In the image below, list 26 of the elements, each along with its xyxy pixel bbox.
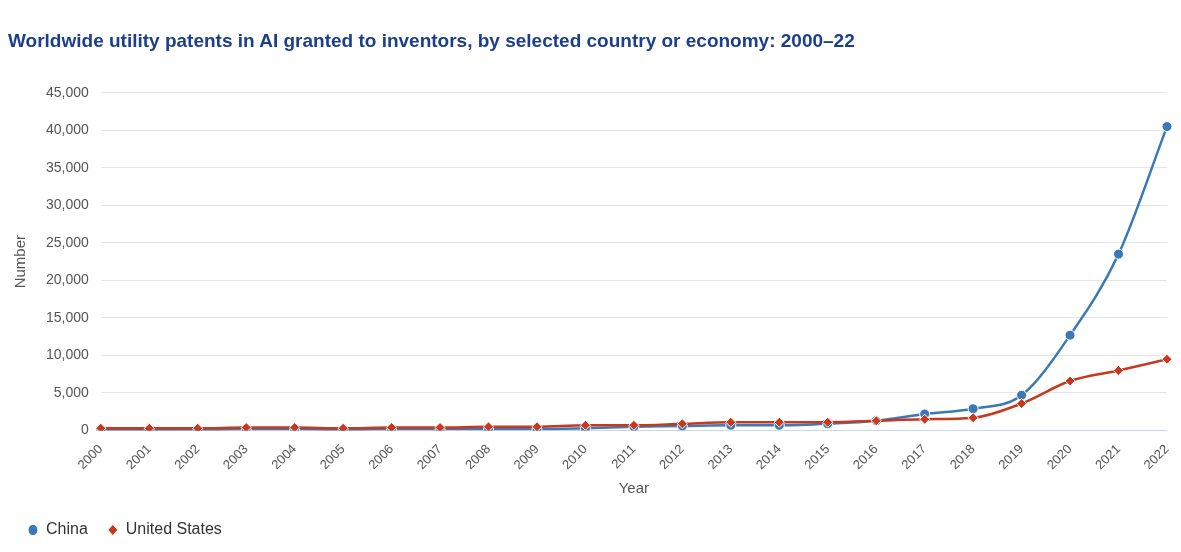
y-tick-label: 0 [81,421,90,438]
y-tick-label: 35,000 [45,158,90,175]
point [1064,375,1076,387]
point [1064,329,1076,341]
y-tick-label: 30,000 [45,196,90,213]
point [1113,248,1125,260]
y-axis-title: Number [11,234,29,289]
x-axis-title: Year [618,479,650,497]
point [1016,389,1028,401]
point [1161,353,1173,365]
y-tick-label: 10,000 [45,346,90,363]
y-tick-label: 40,000 [45,121,90,138]
point [1016,398,1028,409]
point [919,413,931,425]
y-tick-label: 20,000 [45,271,90,288]
y-tick-label: 25,000 [45,233,90,250]
chart-title: Worldwide utility patents in AI granted to inventors, by selected country or economy: 2000–22 [8,29,855,51]
point [1161,121,1173,133]
y-tick-label: 15,000 [45,308,90,325]
point [967,403,979,415]
y-tick-label: 5,000 [53,383,90,400]
legend-label: United States [125,520,222,538]
point [967,412,979,424]
legend-label: China [46,520,88,538]
point [1113,364,1125,376]
y-tick-label: 45,000 [45,83,90,100]
